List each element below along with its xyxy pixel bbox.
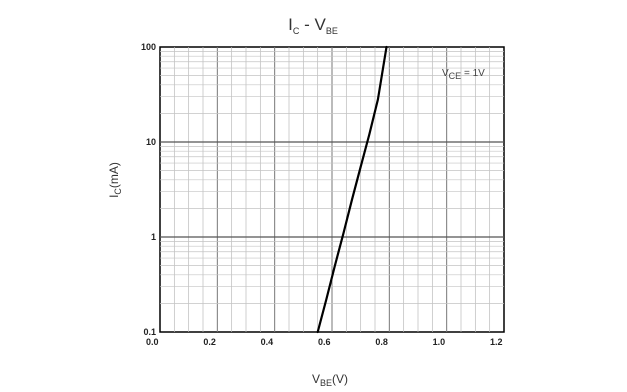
y-tick-labels: 0.1 1 10 100 [141,42,156,337]
plot-area [159,45,505,334]
y-tick-label: 1 [151,232,156,242]
y-tick-label: 0.1 [143,327,156,337]
y-axis-label: IC(mA) [107,162,123,198]
x-tick-label: 0.2 [203,337,216,347]
x-tick-labels: 0.0 0.2 0.4 0.6 0.8 1.0 1.2 [146,337,503,347]
x-tick-label: 1.2 [490,337,503,347]
series-line-0 [316,45,388,334]
series-lines [316,45,388,334]
x-tick-label: 0.8 [375,337,388,347]
chart-title: IC - VBE [288,15,338,36]
grid-lines [160,47,504,332]
vce-annotation: VCE = 1V [442,68,485,81]
x-tick-label: 0.4 [261,337,274,347]
y-tick-label: 10 [146,137,156,147]
y-tick-label: 100 [141,42,156,52]
x-axis-label: VBE(V) [312,372,348,388]
x-tick-label: 0.6 [318,337,331,347]
x-tick-label: 0.0 [146,337,159,347]
x-tick-label: 1.0 [433,337,446,347]
